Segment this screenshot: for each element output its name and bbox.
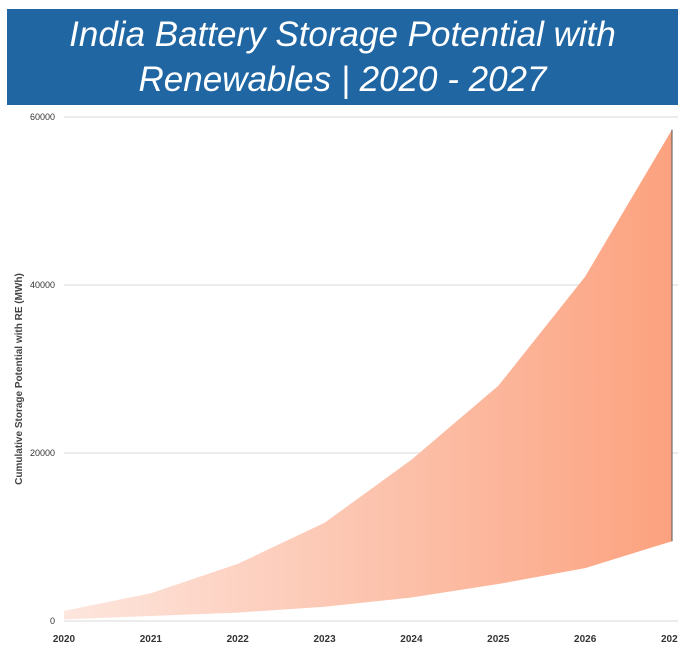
area-series [64, 129, 673, 620]
x-tick-label: 2026 [574, 634, 597, 645]
x-tick-label: 2025 [487, 634, 510, 645]
y-axis: 0 20000 40000 60000 [30, 112, 55, 626]
y-axis-title: Cumulative Storage Potential with RE (MW… [14, 273, 25, 485]
storage-potential-area [64, 129, 672, 620]
x-axis: 2020 2021 2022 2023 2024 2025 2026 202 [53, 634, 678, 645]
x-tick-label: 2020 [53, 634, 76, 645]
gridlines [64, 116, 678, 622]
title-banner: India Battery Storage Potential with Ren… [7, 9, 678, 105]
y-tick-label: 0 [50, 616, 55, 626]
y-tick-label: 60000 [30, 112, 55, 122]
y-tick-label: 20000 [30, 448, 55, 458]
x-tick-label: 2024 [400, 634, 423, 645]
x-tick-label: 2022 [227, 634, 250, 645]
y-tick-label: 40000 [30, 280, 55, 290]
chart-title: India Battery Storage Potential with Ren… [69, 15, 616, 99]
x-tick-label: 2021 [140, 634, 163, 645]
x-tick-label: 2023 [313, 634, 336, 645]
x-tick-label: 202 [661, 634, 678, 645]
